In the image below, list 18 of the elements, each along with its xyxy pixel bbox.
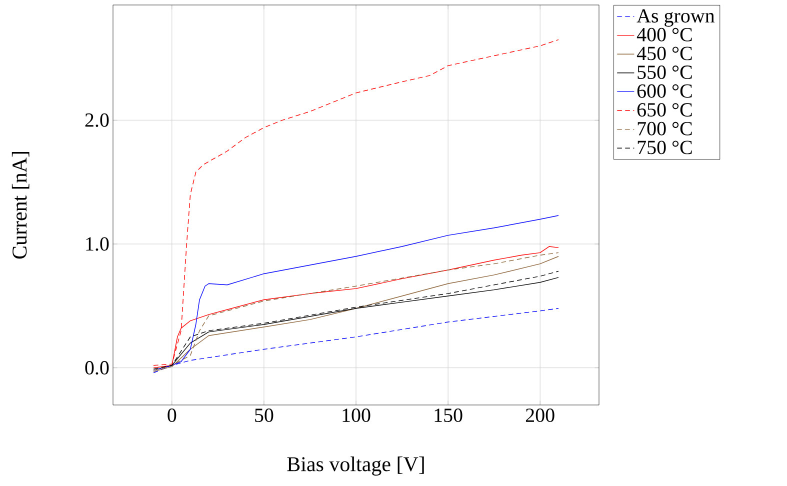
y-axis-title: Current [nA] — [12, 152, 30, 259]
legend-label: 750 °C — [638, 140, 692, 154]
legend-label: 400 °C — [636, 28, 692, 42]
x-axis-title: Bias voltage [V] — [287, 456, 424, 476]
x-tick-label: 100 — [342, 408, 370, 422]
legend-label: As grown — [636, 9, 715, 27]
legend-label: 600 °C — [637, 84, 692, 98]
y-tick-label: 2.0 — [85, 113, 109, 127]
y-tick-label: 0.0 — [85, 361, 109, 375]
legend-label: 550 °C — [638, 66, 692, 79]
legend-label: 700 °C — [638, 122, 692, 136]
legend-label: 650 °C — [637, 103, 692, 117]
y-tick-label: 1.0 — [86, 237, 109, 251]
legend-label: 450 °C — [636, 46, 692, 60]
x-tick-label: 50 — [255, 408, 274, 422]
x-tick-label: 200 — [526, 408, 554, 422]
x-tick-label: 0 — [168, 408, 176, 422]
x-tick-label: 150 — [434, 408, 462, 422]
